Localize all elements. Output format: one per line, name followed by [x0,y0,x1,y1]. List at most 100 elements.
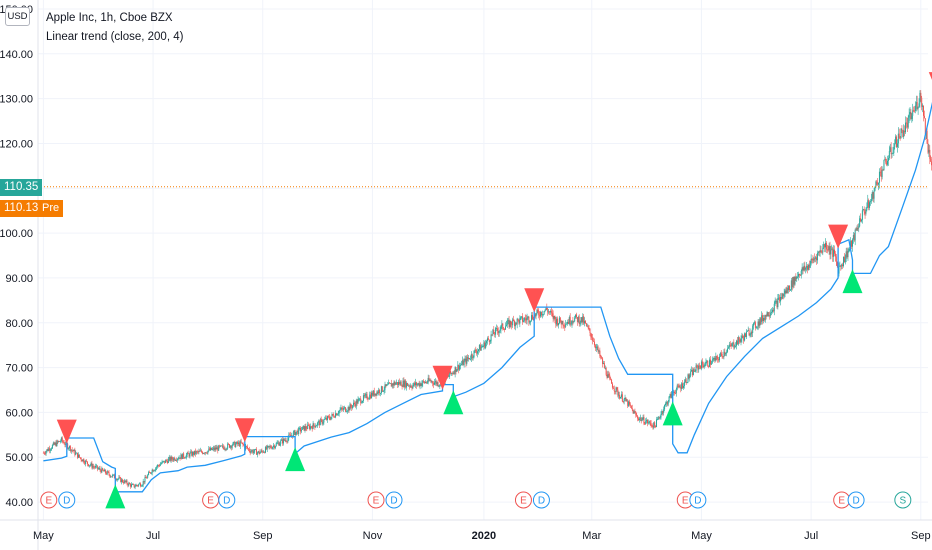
candle-body [713,358,715,360]
candle-body [361,402,363,404]
candle-body [157,465,159,466]
candle-body [294,430,296,436]
candle-body [829,246,831,255]
currency-button[interactable]: USD [5,7,30,26]
candle-body [880,171,882,177]
candle-body [325,417,327,420]
candle-body [761,315,763,322]
earnings-event-marker[interactable]: E [833,491,851,509]
earnings-event-marker[interactable]: E [202,491,220,509]
candle-body [488,339,490,342]
candle-body [808,264,810,268]
candle-body [479,344,481,351]
candle-body [86,461,88,465]
candle-body [407,385,409,387]
candle-body [311,427,313,430]
candle-body [572,321,574,323]
candle-body [517,318,519,320]
candle-body [663,409,665,413]
candle-body [505,324,507,327]
candle-body [574,317,576,322]
earnings-event-marker[interactable]: E [367,491,385,509]
candle-body [428,377,430,381]
candle-body [495,328,497,329]
candle-body [789,289,791,291]
candle-body [169,457,171,461]
candle-body [815,257,817,259]
candle-body [451,373,453,374]
candle-body [352,405,354,408]
candle-body [183,453,185,458]
candle-body [640,417,642,421]
candle-body [874,186,876,191]
candle-body [303,425,305,431]
candle-body [293,430,295,433]
candle-body [818,251,820,253]
candle-body [208,448,210,451]
candle-body [336,414,338,416]
candle-body [734,346,736,348]
candle-body [275,443,277,447]
time-axis[interactable]: May Jul Sep Nov 2020 Mar May Jul Sep [33,530,931,542]
candle-body [439,384,441,386]
candle-body [371,392,373,396]
dividend-event-marker[interactable]: D [385,491,403,509]
candle-body [594,345,596,349]
candle-body [381,386,383,392]
candle-body [94,466,96,468]
candle-body [644,423,646,425]
candle-body [491,334,493,336]
earnings-event-marker[interactable]: E [514,491,532,509]
candle-body [368,398,370,400]
candle-body [312,423,314,430]
split-event-marker[interactable]: S [894,491,912,509]
dividend-event-marker[interactable]: D [689,491,707,509]
candle-body [639,417,641,419]
candle-body [718,359,720,361]
candle-body [497,330,499,334]
candle-body [256,452,258,455]
candle-body [831,248,833,250]
candle-body [917,106,919,109]
symbol-title[interactable]: Apple Inc, 1h, Cboe BZX [46,12,173,24]
candle-body [589,328,591,334]
candle-body [209,448,211,451]
indicator-title[interactable]: Linear trend (close, 200, 4) [46,31,184,43]
dividend-event-marker[interactable]: D [847,491,865,509]
candle-body [656,419,658,427]
earnings-event-marker[interactable]: E [40,491,58,509]
dividend-event-marker[interactable]: D [58,491,76,509]
candle-body [786,288,788,294]
candle-body [206,452,208,454]
candle-body [398,381,400,385]
dividend-event-marker[interactable]: D [218,491,236,509]
candle-body [57,440,59,442]
candle-body [403,380,405,387]
candle-body [448,376,450,377]
y-tick-label: 80.00 [5,318,33,330]
candle-body [436,382,438,385]
candle-body [559,317,561,323]
candle-body [211,448,213,450]
candle-body [507,319,509,321]
candle-body [834,253,836,257]
candle-body [268,445,270,447]
candle-body [86,460,88,462]
candle-body [415,382,417,386]
candle-body [322,422,324,424]
candle-body [152,469,154,472]
candle-body [522,320,524,322]
candle-body [607,374,609,378]
candle-body [929,149,931,159]
candle-body [513,321,515,327]
dividend-event-marker[interactable]: D [532,491,550,509]
candle-body [549,310,551,313]
price-axis[interactable]: 40.0050.0060.0070.0080.0090.00100.00110.… [0,4,33,509]
candle-body [323,419,325,423]
candle-body [380,392,382,394]
candle-body [332,414,334,415]
candle-body [87,464,89,467]
candle-body [636,415,638,417]
candle-body [927,143,929,153]
